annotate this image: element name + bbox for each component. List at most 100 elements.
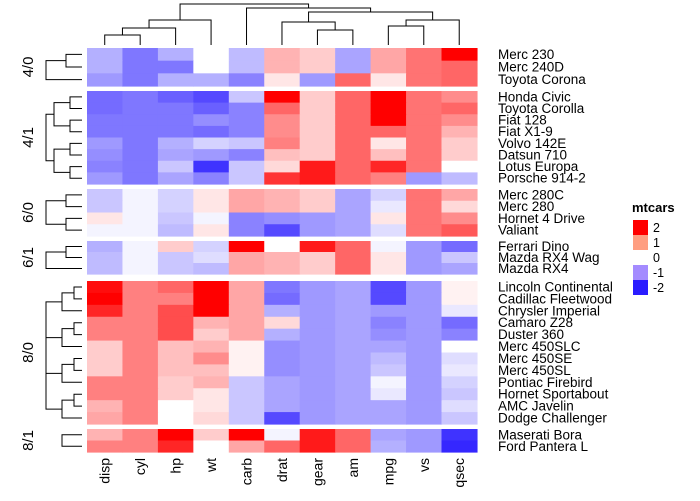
heatmap-cell xyxy=(157,91,194,104)
heatmap-cell xyxy=(193,412,230,425)
heatmap-cell xyxy=(264,364,301,377)
heatmap-cell xyxy=(264,212,301,225)
heatmap-cell xyxy=(335,200,372,214)
heatmap-cell xyxy=(335,412,372,425)
heatmap-cell xyxy=(228,114,265,127)
heatmap-cell xyxy=(193,114,230,127)
heatmap-cell xyxy=(299,137,336,150)
heatmap-cell xyxy=(87,102,124,115)
row-group-label: 8/0 xyxy=(20,342,37,363)
heatmap-cell xyxy=(87,73,124,87)
heatmap-cell xyxy=(157,328,194,342)
heatmap-cell xyxy=(228,400,265,413)
heatmap-cell xyxy=(87,340,124,354)
row-dendrogram-branch xyxy=(61,363,82,383)
row-label: Fiat X1-9 xyxy=(498,124,553,139)
heatmap-cell xyxy=(299,224,336,237)
heatmap-cell xyxy=(122,212,159,225)
heatmap-cell xyxy=(87,212,124,225)
heatmap-cell xyxy=(228,328,265,342)
heatmap-cell xyxy=(87,263,124,275)
row-label: Merc 280 xyxy=(498,199,554,214)
row-label: Toyota Corona xyxy=(498,72,586,87)
heatmap-cell xyxy=(299,440,336,453)
column-label: gear xyxy=(309,458,325,486)
heatmap-cell xyxy=(122,137,159,150)
heatmap-cell xyxy=(193,48,230,62)
column-dendrogram-branch xyxy=(148,19,212,45)
heatmap-cell xyxy=(299,149,336,162)
heatmap-cell xyxy=(406,440,443,453)
heatmap-cell xyxy=(193,388,230,401)
heatmap-cell xyxy=(193,91,230,104)
heatmap-cell xyxy=(87,440,124,453)
column-label: mpg xyxy=(380,458,396,485)
column-dendrogram-branch xyxy=(316,29,354,45)
row-label: Volvo 142E xyxy=(498,136,566,151)
heatmap-cell xyxy=(228,376,265,389)
heatmap-cell xyxy=(406,352,443,366)
heatmap-cell xyxy=(264,412,301,425)
column-dendrogram-branch xyxy=(121,27,177,45)
row-group-label: 4/1 xyxy=(20,127,37,148)
heatmap-cell xyxy=(193,189,230,202)
heatmap-cell xyxy=(157,224,194,237)
heatmap-cell xyxy=(335,91,372,104)
heatmap-cell xyxy=(157,340,194,354)
heatmap-cell xyxy=(122,292,159,306)
heatmap-cell xyxy=(264,73,301,87)
heatmap-cell xyxy=(335,172,372,185)
heatmap-cell xyxy=(299,160,336,173)
heatmap-cell xyxy=(441,364,478,377)
heatmap-cell xyxy=(157,364,194,377)
heatmap-cell xyxy=(335,364,372,377)
heatmap-cell xyxy=(335,149,372,162)
row-dendrogram-branch xyxy=(69,119,82,133)
heatmap-cell xyxy=(370,412,407,425)
heatmap-cell xyxy=(228,263,265,275)
heatmap-cell xyxy=(193,252,230,264)
heatmap-cell xyxy=(335,440,372,453)
heatmap-cell xyxy=(122,400,159,413)
heatmap-cell xyxy=(299,73,336,87)
heatmap-cell xyxy=(370,376,407,389)
heatmap-cell xyxy=(406,60,443,74)
heatmap-cell xyxy=(264,189,301,202)
heatmap-cell xyxy=(87,200,124,214)
row-dendrogram xyxy=(45,53,82,447)
heatmap-cell xyxy=(406,429,443,442)
heatmap-cell xyxy=(264,102,301,115)
heatmap-cell xyxy=(406,241,443,253)
row-label: Hornet 4 Drive xyxy=(498,211,585,226)
row-dendrogram-branch xyxy=(73,286,82,300)
heatmap-cell xyxy=(87,328,124,342)
row-label: Datsun 710 xyxy=(498,147,567,162)
heatmap-cell xyxy=(370,125,407,139)
heatmap-cell xyxy=(193,400,230,413)
heatmap-cell xyxy=(122,172,159,185)
row-label: Toyota Corolla xyxy=(498,101,585,116)
heatmap-cell xyxy=(264,91,301,104)
heatmap-cell xyxy=(441,316,478,330)
column-label: wt xyxy=(203,458,219,473)
heatmap-cell xyxy=(370,304,407,318)
heatmap-cell xyxy=(228,137,265,150)
heatmap-cell xyxy=(193,102,230,115)
heatmap-cell xyxy=(122,328,159,342)
heatmap-cell xyxy=(406,102,443,115)
column-dendrogram-branch xyxy=(179,3,310,20)
heatmap-cell xyxy=(228,212,265,225)
heatmap-cell xyxy=(441,102,478,115)
heatmap-cell xyxy=(406,376,443,389)
heatmap-cell xyxy=(406,212,443,225)
heatmap-cell xyxy=(441,137,478,150)
legend-swatch xyxy=(633,220,648,235)
heatmap-cell xyxy=(122,316,159,330)
heatmap-cell xyxy=(122,241,159,253)
heatmap-cell xyxy=(228,189,265,202)
row-dendrogram-branch xyxy=(73,357,82,371)
heatmap-cell xyxy=(193,352,230,366)
heatmap-cell xyxy=(87,376,124,389)
row-dendrogram-branch xyxy=(61,328,82,348)
